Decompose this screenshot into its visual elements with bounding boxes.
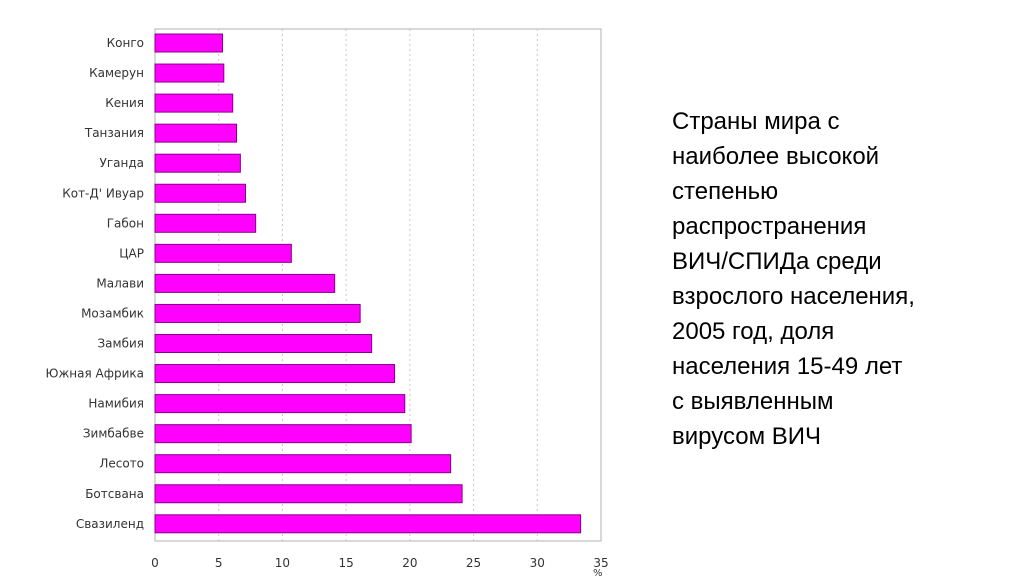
category-label: Южная Африка xyxy=(46,367,144,381)
bars-group xyxy=(154,33,582,534)
bar xyxy=(154,484,463,504)
category-label: Малави xyxy=(96,276,144,290)
x-tick-label: 10 xyxy=(275,556,290,570)
bar xyxy=(154,303,361,323)
category-label: Свазиленд xyxy=(76,517,144,531)
category-label: Конго xyxy=(107,36,144,50)
x-axis-tick-labels: 0 5 10 15 20 25 30 35 xyxy=(151,556,608,570)
x-tick-label: 0 xyxy=(151,556,159,570)
bar xyxy=(154,123,238,143)
bar xyxy=(154,424,412,444)
bar xyxy=(154,153,241,173)
category-labels: Конго Камерун Кения Танзания Уганда Кот-Д' Ив… xyxy=(46,36,144,531)
x-tick-label: 25 xyxy=(466,556,481,570)
category-label: Ботсвана xyxy=(85,487,144,501)
bar xyxy=(154,213,257,233)
x-tick-label: 5 xyxy=(215,556,223,570)
bar xyxy=(154,63,225,83)
hiv-prevalence-bar-chart: Конго Камерун Кения Танзания Уганда Кот-Д' Ив… xyxy=(46,28,609,576)
category-label: ЦАР xyxy=(119,246,144,260)
category-label: Мозамбик xyxy=(81,306,144,320)
bar xyxy=(154,364,396,384)
category-label: Лесото xyxy=(99,457,144,471)
category-label: Уганда xyxy=(100,156,144,170)
category-label: Камерун xyxy=(89,66,144,80)
bar xyxy=(154,514,582,534)
x-tick-label: 35 xyxy=(593,556,608,570)
bar xyxy=(154,243,292,263)
category-label: Кот-Д' Ивуар xyxy=(62,186,144,200)
x-tick-label: 30 xyxy=(530,556,545,570)
bar xyxy=(154,33,224,53)
x-axis-label: % xyxy=(593,568,603,576)
category-label: Намибия xyxy=(88,397,144,411)
chart-caption: Страны мира с наиболее высокой степенью … xyxy=(672,108,915,450)
category-label: Танзания xyxy=(84,126,144,140)
bar xyxy=(154,454,452,474)
bar xyxy=(154,93,234,113)
bar xyxy=(154,273,336,293)
category-label: Кения xyxy=(105,96,144,110)
bar xyxy=(154,334,373,353)
category-label: Замбия xyxy=(97,337,144,351)
x-tick-label: 15 xyxy=(339,556,354,570)
bar xyxy=(154,183,246,203)
category-label: Зимбабве xyxy=(83,427,144,441)
bar xyxy=(154,394,406,414)
category-label: Габон xyxy=(107,216,144,230)
x-tick-label: 20 xyxy=(402,556,417,570)
